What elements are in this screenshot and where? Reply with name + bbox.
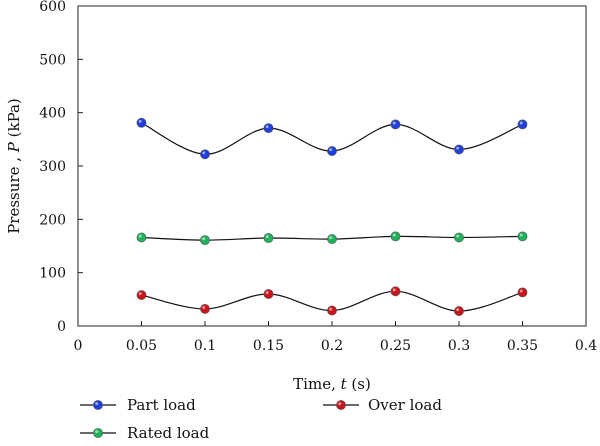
rated-load-point xyxy=(327,234,337,244)
x-axis-label: Time, t (s) xyxy=(293,375,371,393)
over-load-point xyxy=(390,286,401,297)
rated-load-point xyxy=(200,235,210,246)
x-tick-label: 0.15 xyxy=(253,338,284,354)
rated-load-point xyxy=(136,232,147,243)
legend-marker xyxy=(93,428,103,438)
y-axis-label: Pressure , P (kPa) xyxy=(5,98,23,234)
x-tick-label: 0.3 xyxy=(448,338,470,354)
x-tick-label: 0.2 xyxy=(321,338,343,354)
y-tick-label: 600 xyxy=(39,0,66,15)
legend-label: Over load xyxy=(368,396,442,414)
legend: Part load Over load Rated load xyxy=(80,396,442,442)
x-tick-label: 0.35 xyxy=(507,338,538,354)
x-axis-ticks: 0 0.05 0.1 0.15 0.2 0.25 0.3 0.35 0.4 xyxy=(74,321,597,354)
y-tick-label: 500 xyxy=(39,52,66,68)
legend-marker xyxy=(93,400,103,410)
legend-label: Part load xyxy=(127,396,196,414)
part-load-point xyxy=(454,144,464,155)
y-tick-label: 100 xyxy=(39,266,66,282)
part-load-point xyxy=(200,149,210,160)
axes xyxy=(77,5,587,327)
x-tick-label: 0.05 xyxy=(126,338,157,354)
over-load-point xyxy=(200,304,210,314)
over-load-point xyxy=(327,305,337,316)
over-load-point xyxy=(517,287,528,298)
rated-load-point xyxy=(517,231,528,242)
part-load-point xyxy=(263,123,274,134)
part-load-point xyxy=(136,117,147,128)
over-load-point xyxy=(136,290,147,300)
x-tick-label: 0.4 xyxy=(575,338,597,354)
y-tick-label: 300 xyxy=(39,159,66,175)
y-tick-label: 0 xyxy=(57,319,66,335)
x-tick-label: 0.25 xyxy=(380,338,411,354)
y-tick-label: 200 xyxy=(39,212,66,228)
legend-label: Rated load xyxy=(127,424,210,442)
x-tick-label: 0.1 xyxy=(194,338,216,354)
rated-load-point xyxy=(390,231,401,242)
over-load-point xyxy=(263,289,274,299)
x-tick-label: 0 xyxy=(74,338,83,354)
over-load-point xyxy=(454,306,464,316)
part-load-point xyxy=(517,119,528,130)
y-axis-ticks: 0 100 200 300 400 500 600 xyxy=(39,0,83,335)
plot-frame xyxy=(77,5,587,327)
legend-marker xyxy=(336,400,346,410)
rated-load-point xyxy=(454,232,464,243)
legend-item-over-load: Over load xyxy=(323,396,442,414)
rated-load-point xyxy=(263,233,274,243)
part-load-point xyxy=(390,119,401,130)
legend-item-part-load: Part load xyxy=(80,396,196,414)
y-tick-label: 400 xyxy=(39,106,66,122)
series-points xyxy=(136,117,528,316)
part-load-point xyxy=(327,146,337,156)
legend-item-rated-load: Rated load xyxy=(80,424,210,442)
